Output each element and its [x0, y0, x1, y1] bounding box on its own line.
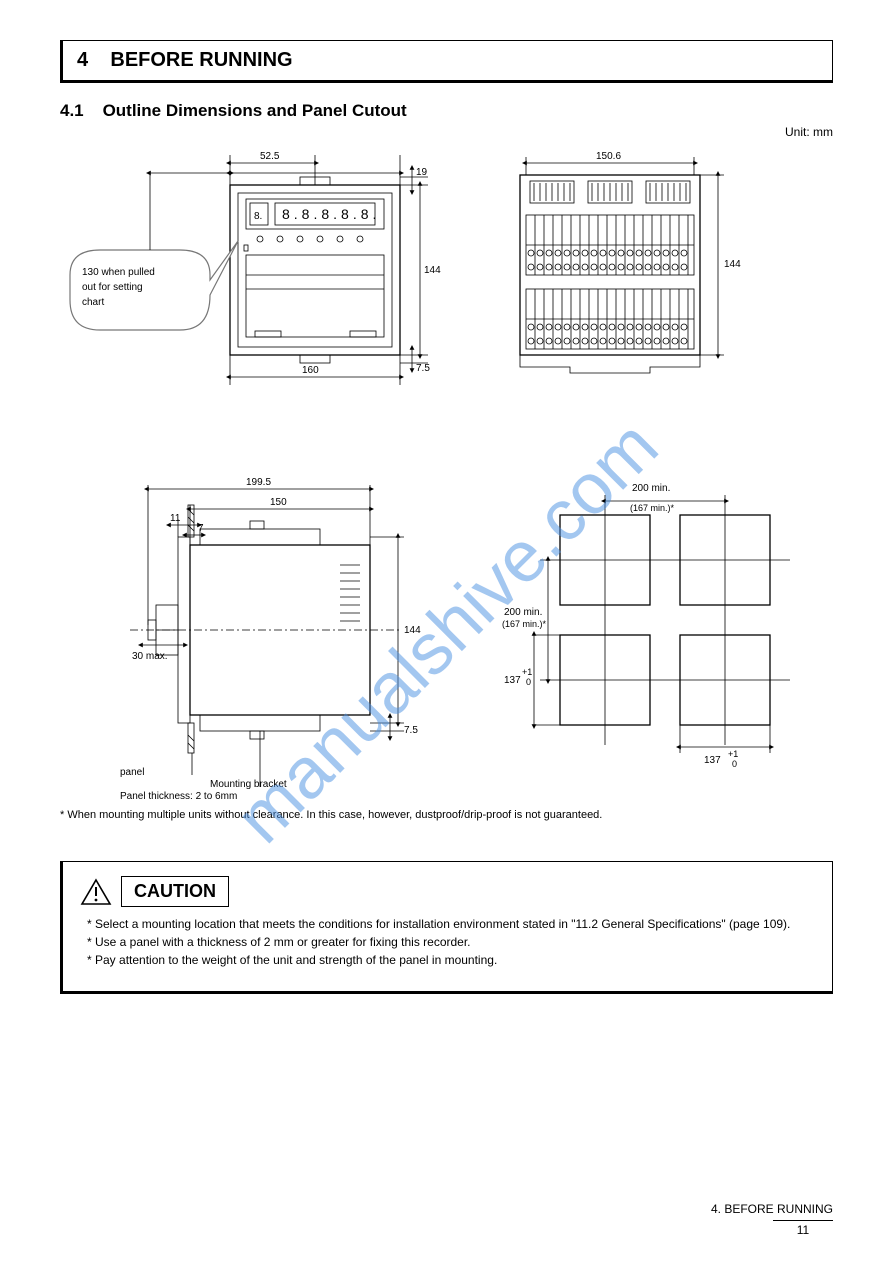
panel-cutout-diagram: 200 min. (167 min.)* 200 min. (167 min.)… — [500, 475, 800, 795]
svg-text:0: 0 — [526, 677, 531, 687]
svg-text:150: 150 — [270, 497, 287, 508]
caution-item: * Pay attention to the weight of the uni… — [87, 953, 814, 967]
page-number: 11 — [773, 1220, 833, 1237]
svg-text:137: 137 — [704, 755, 721, 766]
svg-text:7.5: 7.5 — [404, 725, 418, 736]
svg-text:199.5: 199.5 — [246, 477, 271, 488]
svg-text:8.8.8.8.8.: 8.8.8.8.8. — [282, 206, 380, 222]
section-title: BEFORE RUNNING — [110, 49, 292, 71]
caution-item: * Select a mounting location that meets … — [87, 917, 814, 931]
svg-text:144: 144 — [424, 265, 441, 276]
svg-text:19: 19 — [416, 167, 428, 178]
svg-text:(167 min.)*: (167 min.)* — [630, 503, 675, 513]
svg-text:7.5: 7.5 — [416, 363, 430, 374]
svg-text:200 min.: 200 min. — [632, 483, 670, 494]
svg-text:11: 11 — [170, 513, 181, 524]
caution-heading: CAUTION — [121, 876, 229, 907]
rear-view-diagram: 150.6 144 — [500, 145, 760, 405]
svg-text:130 when pulled: 130 when pulled — [82, 267, 155, 278]
svg-text:out for setting: out for setting — [82, 282, 143, 293]
svg-text:144: 144 — [404, 625, 421, 636]
warning-icon — [81, 879, 111, 905]
svg-text:137: 137 — [504, 675, 521, 686]
svg-text:7: 7 — [198, 523, 204, 534]
svg-text:Panel thickness: 2 to 6mm: Panel thickness: 2 to 6mm — [120, 791, 237, 802]
side-view-diagram: 199.5 150 11 7 30 max. 144 7.5 — [60, 475, 460, 815]
svg-text:chart: chart — [82, 297, 104, 308]
front-view-diagram: 8. 8.8.8.8.8. 52.5 — [60, 145, 440, 445]
caution-item: * Use a panel with a thickness of 2 mm o… — [87, 935, 814, 949]
svg-text:52.5: 52.5 — [260, 151, 280, 162]
svg-text:(167 min.)*: (167 min.)* — [502, 619, 547, 629]
page-footer: 4. BEFORE RUNNING 11 — [60, 1202, 833, 1237]
svg-text:160: 160 — [302, 365, 319, 376]
svg-text:8.: 8. — [254, 211, 262, 222]
section-header: 4 BEFORE RUNNING — [60, 40, 833, 83]
svg-text:+1: +1 — [728, 749, 738, 759]
svg-text:Mounting bracket: Mounting bracket — [210, 779, 287, 790]
svg-text:150.6: 150.6 — [596, 151, 621, 162]
subsection-heading: 4.1 Outline Dimensions and Panel Cutout — [60, 101, 833, 121]
svg-text:144: 144 — [724, 259, 741, 270]
svg-text:200 min.: 200 min. — [504, 607, 542, 618]
unit-label: Unit: mm — [785, 125, 833, 139]
svg-text:+1: +1 — [522, 667, 532, 677]
caution-box: CAUTION * Select a mounting location tha… — [60, 861, 833, 994]
svg-text:panel: panel — [120, 767, 144, 778]
svg-text:0: 0 — [732, 759, 737, 769]
svg-text:30 max.: 30 max. — [132, 651, 168, 662]
footer-section: 4. BEFORE RUNNING — [711, 1202, 833, 1216]
section-number: 4 — [77, 49, 88, 71]
